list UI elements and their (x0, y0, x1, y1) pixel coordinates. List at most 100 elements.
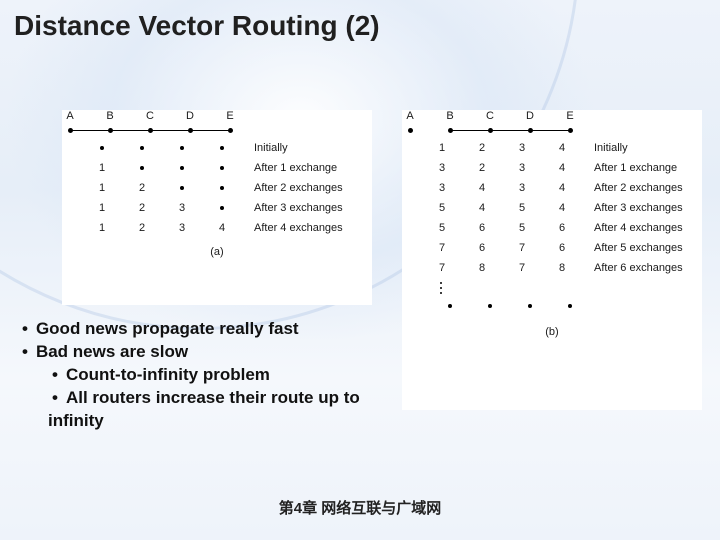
value-row: 7 8 7 8 After 6 exchanges (402, 260, 702, 280)
value-row: Initially (62, 140, 372, 160)
node-label: E (562, 110, 578, 122)
value-cell: 2 (474, 142, 490, 154)
value-cell: 3 (174, 202, 190, 214)
row-label: Initially (594, 142, 628, 154)
value-cell: 8 (474, 262, 490, 274)
node-dot (408, 128, 413, 133)
value-cell: 1 (94, 222, 110, 234)
node-label: C (482, 110, 498, 122)
value-cell: 4 (554, 182, 570, 194)
figure-b-nodes: A B C D E (402, 110, 702, 140)
value-cell: 8 (554, 262, 570, 274)
value-cell (214, 202, 230, 214)
value-cell: 4 (554, 162, 570, 174)
value-cell: 7 (514, 242, 530, 254)
footer-text: 第4章 网络互联与广域网 (0, 497, 720, 518)
value-cell: 5 (434, 222, 450, 234)
value-cell: 2 (134, 222, 150, 234)
value-row: 5656After 4 exchanges (402, 220, 702, 240)
value-cell: 3 (434, 162, 450, 174)
row-label: After 3 exchanges (254, 202, 343, 214)
bullet-list: Good news propagate really fast Bad news… (18, 318, 398, 433)
value-row: 5454After 3 exchanges (402, 200, 702, 220)
node-label: A (62, 110, 78, 122)
figure-b-rows: 1234Initially3234After 1 exchange3434Aft… (402, 140, 702, 280)
row-label: After 1 exchange (594, 162, 677, 174)
node-edge (452, 130, 492, 131)
value-cell: 5 (434, 202, 450, 214)
value-cell: 7 (434, 262, 450, 274)
value-cell (94, 142, 110, 154)
value-cell (134, 162, 150, 174)
value-cell (214, 142, 230, 154)
figure-a-rows: Initially1After 1 exchange12After 2 exch… (62, 140, 372, 240)
node-edge (532, 130, 572, 131)
value-row: 1 2 3 4 After 4 exchanges (62, 220, 372, 240)
value-row: 3 2 3 4 After 1 exchange (402, 160, 702, 180)
value-cell: 5 (514, 202, 530, 214)
value-cell: 4 (214, 222, 230, 234)
value-cell (214, 162, 230, 174)
node-label: B (102, 110, 118, 122)
value-cell (134, 142, 150, 154)
value-cell (174, 162, 190, 174)
figure-b: ABCDE 1234Initially3234After 1 exchange3… (402, 110, 702, 410)
value-cell: 2 (134, 202, 150, 214)
node-label: E (222, 110, 238, 122)
value-row: 1 2 3 After 3 exchanges (62, 200, 372, 220)
row-label: After 5 exchanges (594, 242, 683, 254)
value-cell: 6 (474, 242, 490, 254)
row-label: After 6 exchanges (594, 262, 683, 274)
value-cell: 1 (94, 182, 110, 194)
value-row: 3434After 2 exchanges (402, 180, 702, 200)
value-cell: 6 (554, 242, 570, 254)
node-label: A (402, 110, 418, 122)
figure-a-caption: (a) (62, 246, 372, 258)
value-cell: 6 (474, 222, 490, 234)
value-row: 12After 2 exchanges (62, 180, 372, 200)
value-cell: 3 (174, 222, 190, 234)
infinity-dot (568, 304, 572, 308)
value-cell (214, 182, 230, 194)
node-label: D (182, 110, 198, 122)
value-row: 1234Initially (402, 140, 702, 160)
row-label: After 2 exchanges (254, 182, 343, 194)
infinity-dot (528, 304, 532, 308)
value-row: 7 6 7 6 After 5 exchanges (402, 240, 702, 260)
value-cell (174, 182, 190, 194)
ellipsis-dot (440, 287, 442, 289)
node-label: B (442, 110, 458, 122)
value-cell: 1 (94, 202, 110, 214)
value-cell: 4 (474, 202, 490, 214)
value-cell: 4 (554, 202, 570, 214)
value-cell: 6 (554, 222, 570, 234)
node-edge (112, 130, 152, 131)
row-label: Initially (254, 142, 288, 154)
value-cell: 7 (514, 262, 530, 274)
ellipsis-dot (440, 292, 442, 294)
node-label: D (522, 110, 538, 122)
infinity-dot (488, 304, 492, 308)
value-cell: 7 (434, 242, 450, 254)
page-title: Distance Vector Routing (2) (14, 10, 380, 42)
value-cell: 2 (474, 162, 490, 174)
value-cell: 4 (474, 182, 490, 194)
value-cell: 4 (554, 142, 570, 154)
value-cell: 1 (94, 162, 110, 174)
value-cell: 1 (434, 142, 450, 154)
bullet-good-news: Good news propagate really fast (18, 318, 398, 341)
row-label: After 4 exchanges (254, 222, 343, 234)
node-label: C (142, 110, 158, 122)
value-cell: 3 (434, 182, 450, 194)
node-edge (492, 130, 532, 131)
row-label: After 1 exchange (254, 162, 337, 174)
value-cell (174, 142, 190, 154)
value-cell: 3 (514, 162, 530, 174)
figure-a: ABCDE Initially1After 1 exchange12After … (62, 110, 372, 305)
value-cell: 3 (514, 182, 530, 194)
value-cell: 5 (514, 222, 530, 234)
infinity-dot (448, 304, 452, 308)
figure-a-nodes: A B C D E (62, 110, 372, 140)
node-edge (152, 130, 192, 131)
bullet-bad-news: Bad news are slow (18, 341, 398, 364)
